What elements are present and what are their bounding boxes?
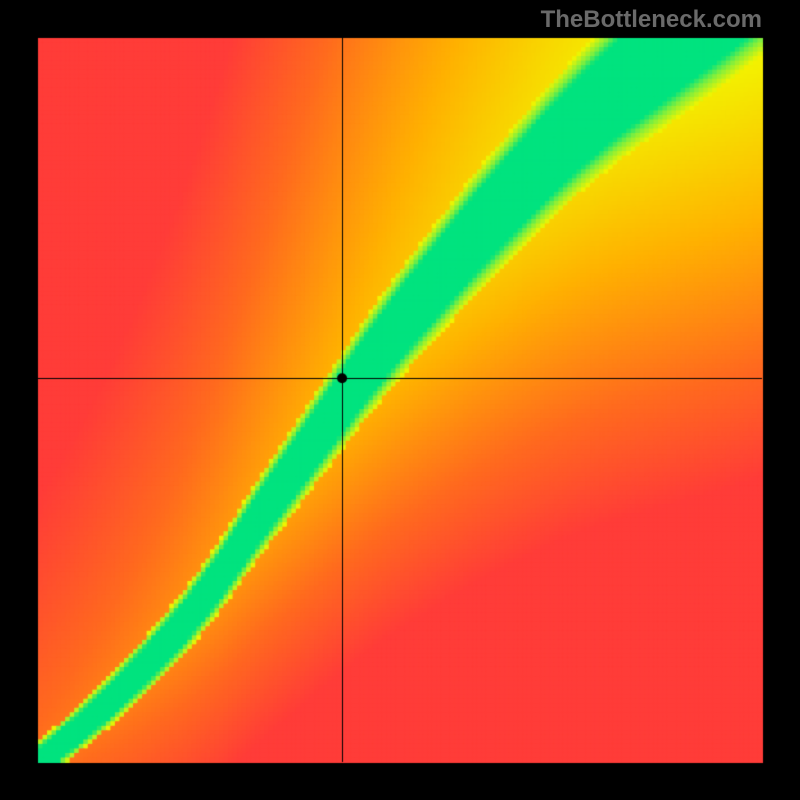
chart-container: TheBottleneck.com	[0, 0, 800, 800]
bottleneck-heatmap	[0, 0, 800, 800]
watermark-label: TheBottleneck.com	[541, 6, 762, 34]
